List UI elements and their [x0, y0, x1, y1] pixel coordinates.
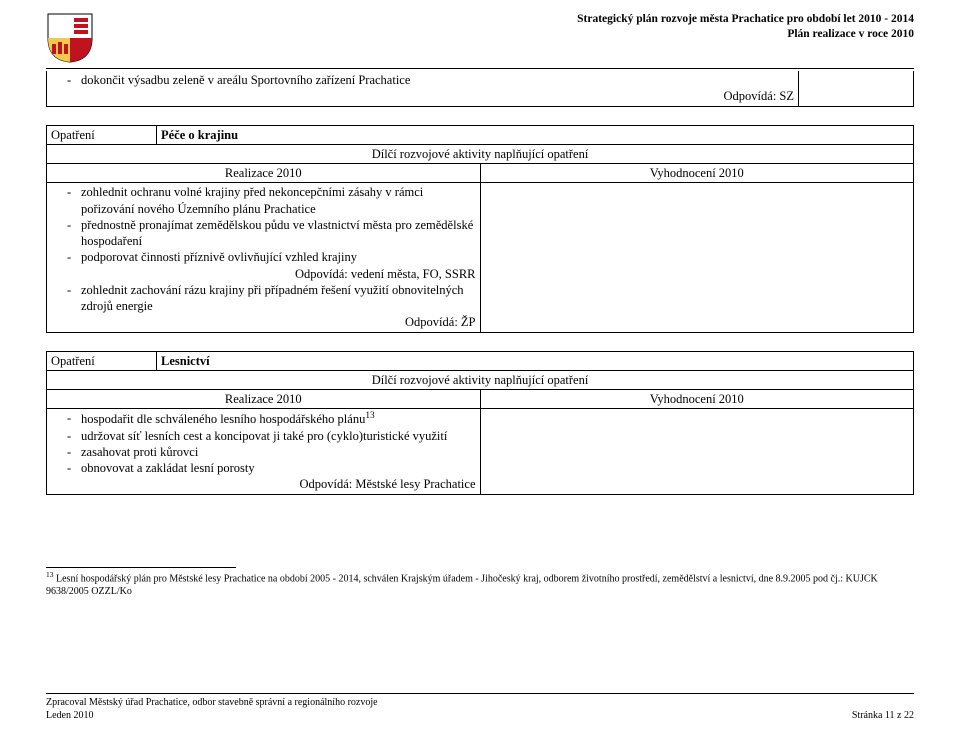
footer-left2: Leden 2010: [46, 709, 94, 722]
header-title: Strategický plán rozvoje města Prachatic…: [577, 12, 914, 42]
footer-page: Stránka 11 z 22: [852, 709, 914, 722]
t3-item: hospodařit dle schváleného lesního hospo…: [67, 410, 476, 427]
realizace-header: Realizace 2010: [47, 164, 480, 183]
block1-resp: Odpovídá: SZ: [51, 88, 794, 104]
t2-resp2: Odpovídá: ŽP: [51, 314, 476, 330]
measure-label: Opatření: [47, 351, 157, 370]
eval-header: Vyhodnocení 2010: [480, 164, 913, 183]
header-divider: [46, 68, 914, 69]
footnote-block: 13 Lesní hospodářský plán pro Městské le…: [46, 565, 914, 598]
measure-title: Péče o krajinu: [161, 128, 238, 142]
t2-item2: zohlednit zachování rázu krajiny při pří…: [67, 282, 476, 315]
page-footer: Zpracoval Městský úřad Prachatice, odbor…: [46, 683, 914, 722]
measure-title: Lesnictví: [161, 354, 210, 368]
t2-item: zohlednit ochranu volné krajiny před nek…: [67, 184, 476, 217]
subtitle: Dílčí rozvojové aktivity naplňující opat…: [47, 371, 913, 390]
t3-item: obnovovat a zakládat lesní porosty: [67, 460, 476, 476]
block1-item: dokončit výsadbu zeleně v areálu Sportov…: [67, 72, 794, 88]
t2-resp1: Odpovídá: vedení města, FO, SSRR: [51, 266, 476, 282]
subtitle: Dílčí rozvojové aktivity naplňující opat…: [47, 145, 913, 164]
measure-table-lesnictvi: Opatření Lesnictví Dílčí rozvojové aktiv…: [46, 351, 914, 495]
t3-resp: Odpovídá: Městské lesy Prachatice: [51, 476, 476, 492]
footer-rule: [46, 693, 914, 694]
t2-item: podporovat činnosti příznivě ovlivňující…: [67, 249, 476, 265]
footer-left1: Zpracoval Městský úřad Prachatice, odbor…: [46, 696, 914, 709]
continuation-table: dokončit výsadbu zeleně v areálu Sportov…: [46, 71, 914, 107]
footnote-text: 13 Lesní hospodářský plán pro Městské le…: [46, 570, 914, 598]
measure-label: Opatření: [47, 125, 157, 144]
realizace-header: Realizace 2010: [47, 390, 480, 409]
eval-header: Vyhodnocení 2010: [480, 390, 913, 409]
t3-item: udržovat síť lesních cest a koncipovat j…: [67, 428, 476, 444]
header-line2: Plán realizace v roce 2010: [577, 27, 914, 42]
header-line1: Strategický plán rozvoje města Prachatic…: [577, 12, 914, 27]
crest-icon: [46, 12, 94, 64]
t3-item: zasahovat proti kůrovci: [67, 444, 476, 460]
measure-table-krajina: Opatření Péče o krajinu Dílčí rozvojové …: [46, 125, 914, 333]
footnote-rule: [46, 567, 236, 568]
t2-item: přednostně pronajímat zemědělskou půdu v…: [67, 217, 476, 250]
